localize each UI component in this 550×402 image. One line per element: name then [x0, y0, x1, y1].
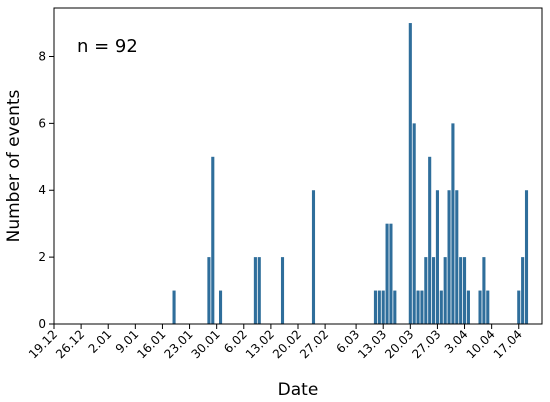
y-tick-label: 6: [38, 116, 46, 130]
bar-2020-03-20: [408, 23, 412, 325]
bar-2020-02-10: [257, 257, 261, 324]
bar-2020-03-29: [443, 257, 447, 324]
bar-2020-04-03: [462, 257, 467, 324]
y-tick-label: 8: [38, 49, 46, 63]
y-axis-label: Number of events: [4, 89, 24, 242]
bar-2020-01-28: [207, 257, 211, 324]
y-tick-label: 4: [38, 183, 46, 197]
bar-2020-03-26: [432, 257, 436, 324]
bar-2020-01-31: [218, 290, 223, 324]
bar-2020-04-02: [459, 257, 463, 324]
bar-2020-04-07: [478, 290, 482, 324]
bar-2020-01-19: [172, 290, 176, 324]
bars-group: [172, 23, 529, 325]
bar-2020-02-16: [280, 257, 285, 324]
bar-2020-02-09: [253, 257, 257, 324]
y-ticks-group: 0 2 4 6 8: [38, 49, 54, 331]
bar-2020-03-23: [420, 290, 424, 324]
bar-2020-04-08: [482, 257, 486, 324]
bar-2020-03-13: [381, 290, 385, 324]
bar-2020-04-18: [521, 257, 525, 324]
n-annotation: n = 92: [77, 36, 138, 57]
bar-2020-03-16: [393, 290, 397, 324]
bar-2020-03-14: [385, 223, 389, 324]
bar-2020-03-11: [373, 290, 378, 324]
bar-2020-03-27: [435, 190, 439, 324]
y-tick-label: 0: [38, 317, 46, 331]
y-tick-label: 2: [38, 250, 46, 264]
bar-2020-04-17: [517, 290, 521, 324]
bar-2020-02-24: [311, 190, 316, 324]
bar-2020-03-21: [412, 123, 416, 325]
bar-2020-03-30: [447, 190, 451, 324]
bar-2020-04-19: [524, 190, 529, 324]
bar-2020-01-29: [211, 156, 215, 324]
bar-2020-04-09: [486, 290, 490, 324]
bar-2020-03-28: [439, 290, 443, 324]
plot-frame: [53, 7, 543, 325]
bar-2020-03-24: [424, 257, 428, 324]
bar-2020-04-01: [455, 190, 459, 324]
bar-2020-04-04: [466, 290, 470, 324]
bar-2020-03-22: [416, 290, 420, 324]
bar-2020-03-12: [377, 290, 381, 324]
bar-2020-03-31: [451, 123, 455, 325]
bar-2020-03-25: [428, 156, 432, 324]
x-axis-label: Date: [278, 380, 319, 400]
bar-2020-03-15: [389, 223, 393, 324]
